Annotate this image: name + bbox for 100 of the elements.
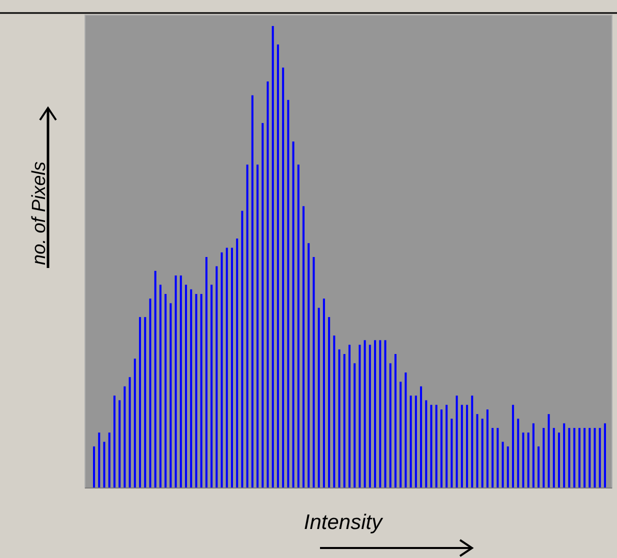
- bar: [446, 404, 448, 488]
- bar: [558, 432, 560, 488]
- bar: [226, 248, 228, 488]
- bar: [394, 354, 397, 488]
- bar: [328, 317, 330, 488]
- bar: [164, 294, 167, 488]
- bar: [364, 340, 366, 488]
- bar: [471, 396, 474, 488]
- bar: [302, 206, 305, 488]
- bar: [108, 432, 110, 488]
- bar: [159, 284, 162, 488]
- bar: [588, 428, 591, 488]
- bar: [292, 142, 294, 488]
- bar: [149, 298, 152, 488]
- bar: [578, 428, 580, 488]
- bar: [348, 344, 351, 488]
- bar: [358, 344, 361, 488]
- bar: [297, 164, 300, 488]
- bar: [552, 428, 555, 488]
- bar: [272, 26, 274, 488]
- bar: [584, 428, 586, 488]
- bar: [420, 386, 422, 488]
- bar: [604, 423, 606, 488]
- bar: [195, 294, 198, 488]
- bar: [210, 284, 213, 488]
- bar: [496, 428, 499, 488]
- bar: [456, 396, 458, 488]
- bar: [200, 294, 202, 488]
- bar: [134, 358, 136, 488]
- bar: [266, 81, 269, 488]
- bar: [190, 289, 192, 488]
- bar: [282, 68, 284, 488]
- bar: [568, 428, 570, 488]
- bar: [262, 123, 264, 488]
- bar: [400, 382, 402, 488]
- bar: [527, 432, 530, 488]
- bar: [404, 372, 407, 488]
- bar: [333, 336, 336, 488]
- bar: [379, 340, 382, 488]
- bar: [440, 409, 442, 488]
- bar: [502, 442, 504, 488]
- bar: [103, 442, 106, 488]
- bar: [256, 164, 259, 488]
- bar: [180, 275, 182, 488]
- bar: [460, 404, 463, 488]
- bar: [425, 400, 428, 488]
- bar: [338, 349, 340, 488]
- bar: [205, 257, 208, 488]
- bar: [410, 396, 412, 488]
- bar: [414, 396, 417, 488]
- bar: [216, 266, 218, 488]
- bar: [435, 404, 438, 488]
- bar: [486, 409, 488, 488]
- bar: [532, 423, 534, 488]
- bar: [113, 396, 116, 488]
- bar: [241, 210, 244, 488]
- bar: [522, 432, 524, 488]
- bar: [251, 95, 254, 488]
- bar: [236, 238, 238, 488]
- bar: [93, 446, 96, 488]
- bar: [154, 270, 156, 488]
- bar: [118, 400, 121, 488]
- bar: [230, 248, 233, 488]
- bar: [563, 423, 566, 488]
- bar: [374, 340, 376, 488]
- bar: [573, 428, 576, 488]
- y-axis-title: no. of Pixels: [29, 161, 50, 265]
- bar: [598, 428, 601, 488]
- bar: [354, 363, 356, 488]
- bar: [466, 404, 468, 488]
- bar: [184, 284, 188, 488]
- bar: [538, 446, 540, 488]
- bar: [128, 377, 131, 488]
- bar: [322, 298, 325, 488]
- bar: [287, 100, 290, 488]
- bar: [246, 164, 248, 488]
- bar: [276, 44, 279, 488]
- bar: [174, 275, 177, 488]
- bar: [517, 418, 520, 488]
- bar: [220, 252, 223, 488]
- bar: [548, 414, 550, 488]
- bar: [144, 317, 146, 488]
- bar: [512, 404, 514, 488]
- bar: [343, 354, 346, 488]
- bar: [124, 386, 126, 488]
- bar: [430, 404, 432, 488]
- bar: [312, 257, 315, 488]
- bar: [481, 418, 484, 488]
- x-axis-title: Intensity: [304, 511, 384, 534]
- bar: [138, 317, 142, 488]
- bar: [308, 243, 310, 488]
- bar: [384, 340, 386, 488]
- bar: [594, 428, 596, 488]
- bar: [476, 414, 478, 488]
- bar: [389, 363, 392, 488]
- bar: [318, 308, 320, 488]
- bar: [492, 428, 494, 488]
- bar: [368, 344, 371, 488]
- bar: [98, 432, 100, 488]
- bar: [450, 418, 453, 488]
